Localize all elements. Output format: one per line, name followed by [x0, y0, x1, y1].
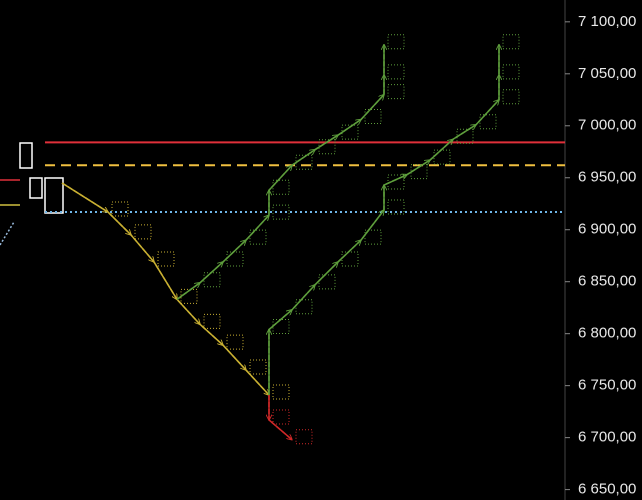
arrow [406, 160, 430, 176]
arrow [222, 240, 246, 263]
arrow [452, 125, 476, 140]
arrow [107, 211, 131, 235]
arrow [61, 182, 108, 212]
arrow [291, 150, 315, 166]
arrow [383, 175, 407, 186]
y-tick-label: 6 950,00 [578, 169, 636, 186]
arrow [130, 234, 154, 262]
arrow [199, 262, 223, 284]
arrow [222, 344, 246, 370]
arrow [429, 139, 453, 161]
y-tick-label: 6 850,00 [578, 273, 636, 290]
arrow [337, 240, 361, 263]
arrow [337, 120, 361, 136]
arrow [245, 215, 269, 241]
y-tick-label: 7 050,00 [578, 65, 636, 82]
arrow [314, 135, 338, 151]
y-tick-label: 6 750,00 [578, 377, 636, 394]
y-tick-label: 7 100,00 [578, 13, 636, 30]
y-tick-label: 6 700,00 [578, 429, 636, 446]
arrow [291, 285, 315, 311]
y-tick-label: 7 000,00 [578, 117, 636, 134]
arrow [360, 95, 384, 121]
arrow [245, 369, 269, 395]
arrow [268, 165, 292, 191]
y-tick-label: 6 800,00 [578, 325, 636, 342]
arrow [360, 210, 384, 241]
arrow [153, 261, 177, 299]
arrow [268, 419, 292, 440]
arrow [199, 323, 223, 345]
candles [0, 142, 64, 246]
arrow [176, 283, 200, 300]
y-tick-label: 6 650,00 [578, 481, 636, 498]
arrow [176, 298, 200, 324]
arrow [314, 262, 338, 286]
arrow [268, 310, 292, 331]
arrow [475, 100, 499, 126]
y-tick-label: 6 900,00 [578, 221, 636, 238]
